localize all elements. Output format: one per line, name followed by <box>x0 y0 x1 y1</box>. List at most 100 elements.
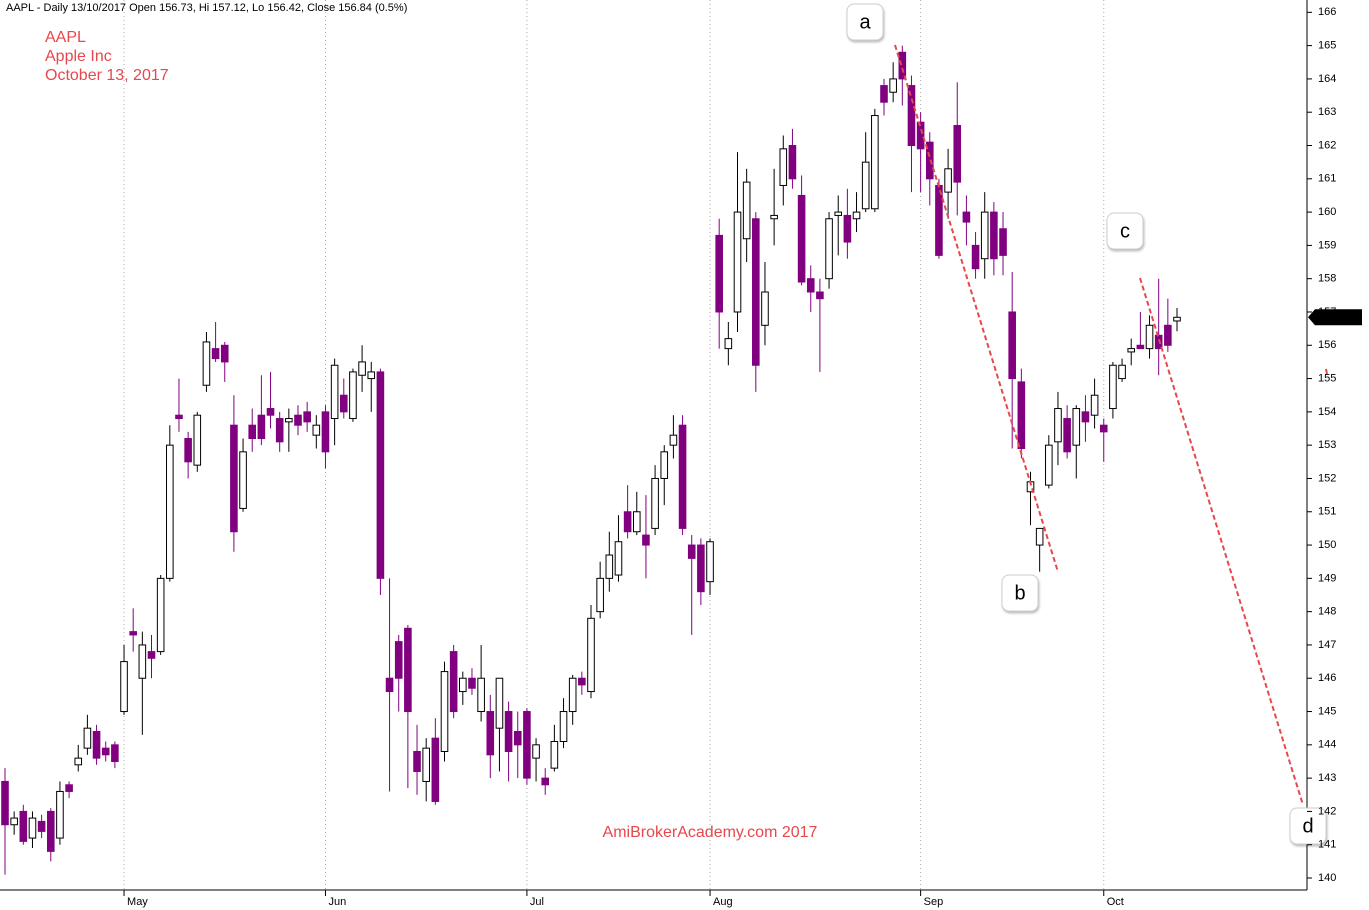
title: Apple Inc <box>45 48 112 65</box>
candle-body <box>65 784 73 792</box>
candle-body <box>1090 394 1099 416</box>
candle-body <box>1164 324 1172 346</box>
candle-body <box>513 731 522 746</box>
candle-body <box>422 747 430 782</box>
candle-body <box>459 677 467 693</box>
header: AAPL - Daily 13/10/2017 Open 156.73, Hi … <box>6 2 407 14</box>
candle-body <box>697 544 705 593</box>
candle-body <box>1099 424 1108 433</box>
candle-body <box>1054 408 1062 443</box>
candle-body <box>404 627 412 713</box>
candle-body <box>449 651 458 713</box>
title: AAPL <box>45 29 86 46</box>
candle-body <box>1081 411 1090 423</box>
candle-body <box>623 511 632 533</box>
y-tick-label: 158 <box>1318 273 1336 285</box>
candle-body <box>495 677 504 729</box>
candle-body <box>413 750 421 772</box>
candle-body <box>1063 418 1071 453</box>
y-tick-label: 148 <box>1318 606 1336 618</box>
candle-body <box>1008 311 1016 380</box>
y-tick-label: 142 <box>1318 805 1336 817</box>
candle-body <box>797 194 806 283</box>
y-tick-label: 145 <box>1318 705 1336 717</box>
candle-body <box>385 677 394 693</box>
candle-body <box>999 228 1007 256</box>
candle-body <box>605 554 614 579</box>
candle-body <box>642 534 650 546</box>
candle-body <box>871 115 879 210</box>
candle-body <box>1118 364 1126 380</box>
candle-body <box>46 810 55 852</box>
candle-body <box>962 211 971 223</box>
candle-body <box>742 181 751 240</box>
candle-body <box>129 631 137 636</box>
candle-body <box>202 341 211 386</box>
watermark: AmiBrokerAcademy.com 2017 <box>603 824 818 841</box>
candles <box>1 45 1181 875</box>
candle-body <box>990 211 998 260</box>
candle-body <box>156 577 165 653</box>
candle-body <box>285 418 293 423</box>
x-tick-label: Jul <box>530 896 544 908</box>
y-tick-label: 144 <box>1318 739 1336 751</box>
candle-body <box>532 744 540 759</box>
last-price-label: 156.84 <box>1322 312 1356 324</box>
candle-body <box>1136 344 1145 350</box>
candle-body <box>248 424 257 440</box>
candle-body <box>303 411 311 423</box>
y-tick-label: 159 <box>1318 239 1336 251</box>
last-price-box <box>1308 309 1362 326</box>
candle-body <box>468 677 476 689</box>
candle-body <box>687 544 696 559</box>
candle-body <box>147 651 156 659</box>
x-tick-label: Jun <box>328 896 346 908</box>
candle-body <box>889 78 897 93</box>
candle-body <box>550 741 559 769</box>
y-tick-label: 151 <box>1318 506 1336 518</box>
candle-body <box>898 51 907 80</box>
candle-body <box>486 711 495 756</box>
candle-body <box>706 541 714 583</box>
candle-body <box>916 121 925 150</box>
candle-body <box>83 727 92 749</box>
candle-body <box>852 211 861 220</box>
candle-body <box>111 744 119 762</box>
y-tick-label: 143 <box>1318 772 1336 784</box>
x-tick-label: Oct <box>1107 896 1124 908</box>
callout-box <box>1289 807 1327 845</box>
y-tick-label: 147 <box>1318 639 1336 651</box>
y-tick-label: 153 <box>1318 439 1336 451</box>
candle-body <box>1035 527 1044 546</box>
candle-body <box>1145 324 1154 350</box>
candle-body <box>861 161 870 210</box>
candle-body <box>19 810 28 842</box>
candle-body <box>257 414 266 440</box>
candle-body <box>669 434 678 446</box>
candle-body <box>1154 334 1163 350</box>
candle-body <box>56 790 64 839</box>
x-tick-label: May <box>127 896 148 908</box>
candle-body <box>220 344 229 363</box>
y-tick-label: 162 <box>1318 139 1336 151</box>
candle-body <box>770 214 778 220</box>
candle-body <box>211 348 220 360</box>
candle-body <box>440 671 449 752</box>
candle-body <box>1 780 9 826</box>
candle-body <box>880 85 888 103</box>
trend-line <box>1139 277 1304 806</box>
candle-body <box>614 541 623 576</box>
y-tick-label: 160 <box>1318 206 1336 218</box>
callout-box <box>1001 574 1039 612</box>
candle-body <box>541 777 550 786</box>
y-tick-label: 164 <box>1318 73 1336 85</box>
y-tick-label: 166 <box>1318 6 1336 18</box>
candle-body <box>193 414 202 466</box>
candle-body <box>596 577 604 613</box>
candle-body <box>568 677 577 713</box>
candle-body <box>275 418 284 443</box>
candle-body <box>651 477 659 529</box>
trend-line <box>1325 368 1328 375</box>
grid: May Jun Jul Aug Sep Oct <box>123 0 1124 908</box>
